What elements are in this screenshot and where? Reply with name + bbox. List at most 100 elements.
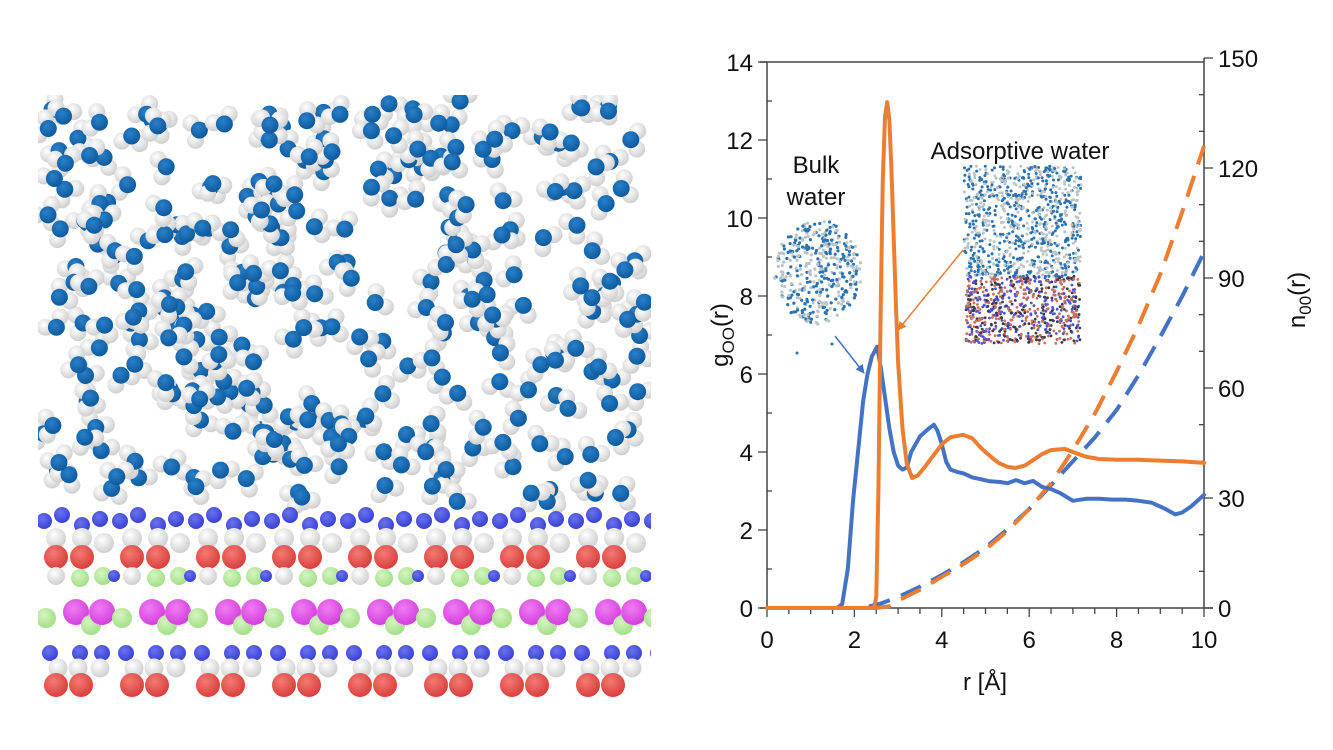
inset-atom bbox=[1024, 279, 1028, 283]
oxygen-atom bbox=[69, 129, 87, 147]
inset-atom bbox=[1075, 190, 1079, 194]
inset-atom bbox=[1009, 327, 1012, 331]
inset-atom bbox=[813, 222, 817, 226]
inset-atom bbox=[814, 248, 819, 253]
inset-atom bbox=[805, 221, 810, 225]
inset-atom bbox=[821, 254, 826, 258]
x-tick-label: 8 bbox=[1110, 627, 1123, 654]
inset-atom bbox=[805, 297, 809, 302]
y-right-title-sub: 00 bbox=[1296, 296, 1315, 315]
inset-atom bbox=[968, 284, 971, 288]
oxygen-atom bbox=[478, 286, 496, 304]
inset-atom bbox=[1058, 305, 1062, 308]
inset-atom bbox=[854, 287, 859, 292]
inset-atom bbox=[1020, 193, 1024, 197]
inset-atom bbox=[974, 233, 978, 237]
inset-atom bbox=[1073, 208, 1077, 212]
inset-atom bbox=[1016, 210, 1020, 214]
inset-atom bbox=[1045, 182, 1049, 186]
inset-atom bbox=[1062, 280, 1066, 283]
inset-atom bbox=[988, 238, 992, 242]
inset-atom bbox=[1007, 307, 1010, 310]
inset-atom bbox=[1040, 231, 1044, 235]
inset-atom bbox=[811, 301, 815, 305]
inset-atom bbox=[1025, 232, 1029, 236]
inset-atom bbox=[790, 282, 794, 286]
water-molecule bbox=[525, 347, 550, 383]
water-molecule bbox=[527, 424, 560, 453]
inset-atom bbox=[1010, 318, 1014, 322]
x-tick-label: 4 bbox=[935, 627, 948, 654]
inset-atom bbox=[1005, 249, 1009, 253]
inset-atom bbox=[840, 272, 845, 276]
inset-atom bbox=[967, 195, 971, 199]
inset-atom bbox=[1047, 167, 1051, 171]
inset-atom bbox=[1030, 242, 1034, 246]
inset-atom bbox=[978, 168, 982, 171]
inset-atom bbox=[966, 244, 970, 248]
inset-atom bbox=[1019, 286, 1023, 289]
inset-atom bbox=[992, 194, 996, 198]
inset-atom bbox=[992, 244, 995, 248]
inset-atom bbox=[999, 216, 1003, 220]
inset-atom bbox=[1041, 309, 1045, 312]
inset-atom bbox=[986, 172, 990, 176]
inset-atom bbox=[1068, 253, 1072, 257]
inset-atom bbox=[1078, 326, 1082, 330]
inset-atom bbox=[1055, 269, 1059, 272]
inset-atom bbox=[1006, 185, 1010, 189]
inset-atom bbox=[1032, 323, 1036, 327]
inset-atom bbox=[1040, 337, 1044, 341]
oxygen-atom bbox=[534, 229, 552, 247]
inset-atom bbox=[973, 214, 977, 218]
oxygen-atom bbox=[505, 266, 523, 284]
inset-atom bbox=[1055, 234, 1059, 238]
inset-atom bbox=[780, 279, 785, 283]
inset-atom bbox=[994, 204, 998, 208]
inset-atom bbox=[1032, 265, 1036, 269]
inset-atom bbox=[823, 273, 827, 277]
inset-atom bbox=[972, 196, 976, 199]
inset-atom bbox=[983, 316, 987, 320]
inset-atom bbox=[1046, 307, 1050, 311]
inset-atom bbox=[815, 314, 820, 318]
inset-atom bbox=[1038, 223, 1042, 226]
inset-atom bbox=[1033, 217, 1037, 221]
oxygen-atom bbox=[451, 95, 469, 110]
inset-atom bbox=[982, 303, 986, 307]
oxygen-atom bbox=[474, 140, 492, 158]
inset-atom bbox=[962, 239, 966, 243]
inset-atom bbox=[1040, 195, 1044, 199]
inset-atom bbox=[982, 228, 986, 231]
inset-atom bbox=[1013, 299, 1017, 302]
inset-atom bbox=[1003, 319, 1007, 323]
inset-atom bbox=[985, 211, 989, 215]
water-molecule bbox=[53, 180, 85, 209]
inset-atom bbox=[1020, 256, 1024, 260]
inset-atom bbox=[792, 255, 797, 259]
inset-atom bbox=[1006, 321, 1010, 325]
inset-atom bbox=[1027, 239, 1031, 243]
inset-atom bbox=[1048, 239, 1052, 243]
inset-atom bbox=[1055, 194, 1059, 198]
inset-atom bbox=[803, 235, 808, 239]
inset-atom bbox=[1048, 331, 1051, 335]
inset-atom bbox=[852, 252, 856, 256]
inset-atom bbox=[818, 258, 822, 262]
inset-atom bbox=[1040, 287, 1044, 290]
inset-atom bbox=[1015, 268, 1019, 272]
inset-atom bbox=[975, 273, 979, 277]
inset-atom bbox=[977, 249, 981, 253]
inset-atom bbox=[1001, 322, 1005, 326]
water-molecule bbox=[211, 221, 246, 248]
inset-atom bbox=[1022, 288, 1026, 292]
inset-atom bbox=[855, 253, 859, 257]
inset-atom bbox=[1037, 275, 1041, 279]
inset-atom bbox=[858, 261, 863, 265]
inset-atom bbox=[996, 264, 1000, 268]
inset-atom bbox=[1018, 197, 1022, 200]
inset-atom bbox=[998, 165, 1002, 169]
inset-atom bbox=[1000, 204, 1004, 208]
inset-atom bbox=[1011, 230, 1015, 234]
y-right-tick-label: 90 bbox=[1218, 266, 1245, 293]
